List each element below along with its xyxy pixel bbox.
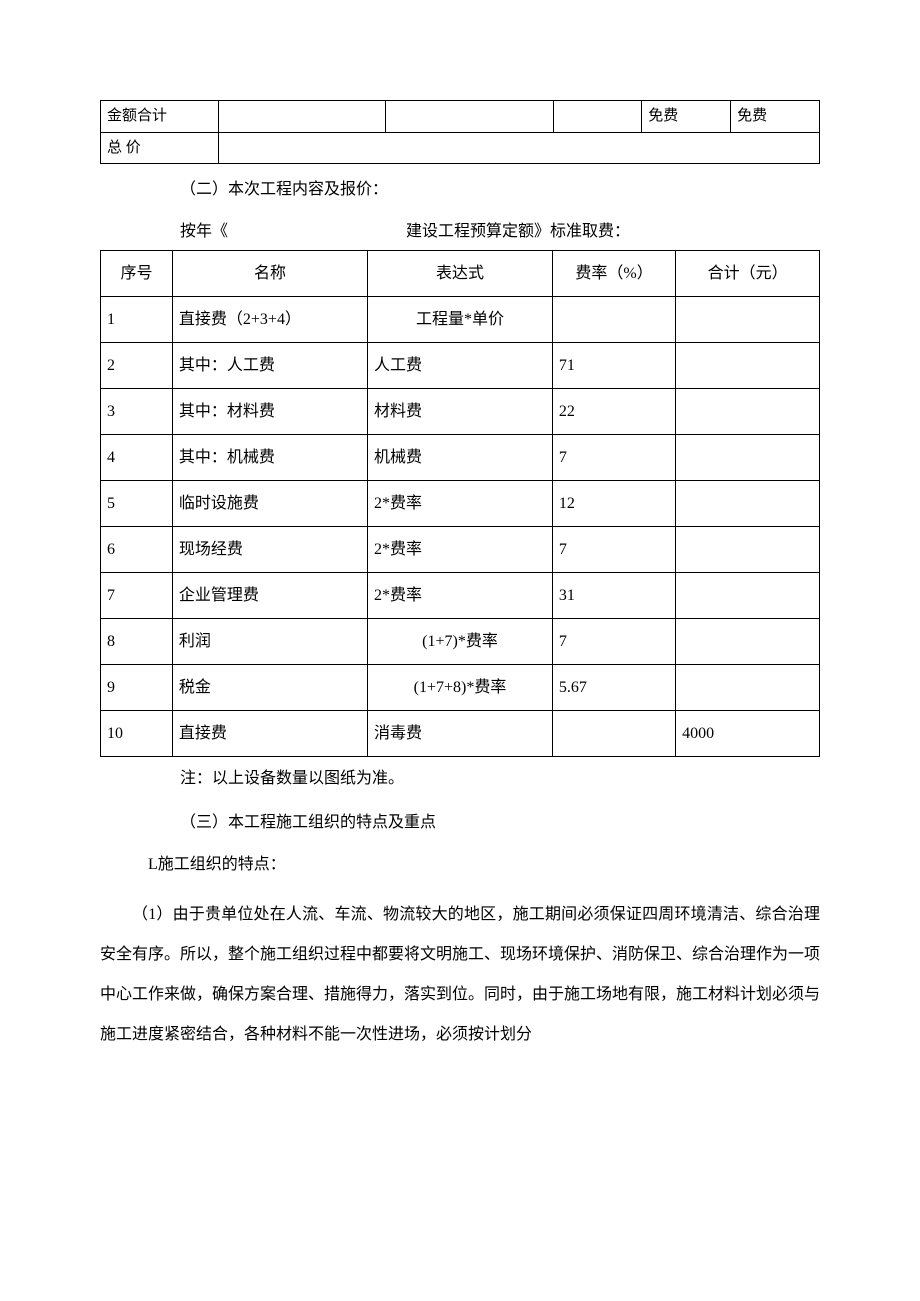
cell-total bbox=[676, 389, 820, 435]
cell-free: 免费 bbox=[731, 101, 820, 133]
table-row: 4其中：机械费机械费7 bbox=[101, 435, 820, 481]
table-row: 9税金(1+7+8)*费率5.67 bbox=[101, 665, 820, 711]
cell-total bbox=[676, 343, 820, 389]
table-row: 10直接费消毒费 4000 bbox=[101, 711, 820, 757]
cell-rate: 5.67 bbox=[552, 665, 675, 711]
table-row: 2其中：人工费人工费71 bbox=[101, 343, 820, 389]
cell-no: 8 bbox=[101, 619, 173, 665]
cell-rate: 7 bbox=[552, 527, 675, 573]
cell-expr: (1+7+8)*费率 bbox=[368, 665, 553, 711]
cell-total bbox=[676, 297, 820, 343]
cell-name: 直接费（2+3+4） bbox=[172, 297, 367, 343]
cell-total bbox=[676, 527, 820, 573]
cell-no: 10 bbox=[101, 711, 173, 757]
cell-no: 7 bbox=[101, 573, 173, 619]
table-row: 金额合计 免费 免费 bbox=[101, 101, 820, 133]
th-rate: 费率（%） bbox=[552, 251, 675, 297]
cell-expr: 消毒费 bbox=[368, 711, 553, 757]
cell-expr: 2*费率 bbox=[368, 573, 553, 619]
section-heading-3: （三）本工程施工组织的特点及重点 bbox=[100, 811, 820, 835]
cell bbox=[219, 101, 386, 133]
cell-name: 其中：材料费 bbox=[172, 389, 367, 435]
table-row: 5临时设施费2*费率12 bbox=[101, 481, 820, 527]
cell-label: 金额合计 bbox=[101, 101, 219, 133]
cell-name: 税金 bbox=[172, 665, 367, 711]
cell-total bbox=[676, 573, 820, 619]
caption-suffix: 建设工程预算定额》标准取费： bbox=[406, 223, 630, 240]
table-row: 7企业管理费2*费率31 bbox=[101, 573, 820, 619]
cell-expr: 人工费 bbox=[368, 343, 553, 389]
cell-no: 4 bbox=[101, 435, 173, 481]
cell-name: 直接费 bbox=[172, 711, 367, 757]
caption-prefix: 按年《 bbox=[180, 223, 228, 240]
cell-name: 临时设施费 bbox=[172, 481, 367, 527]
table-row: 3其中：材料费材料费22 bbox=[101, 389, 820, 435]
table-header-row: 序号 名称 表达式 费率（%） 合计（元） bbox=[101, 251, 820, 297]
th-total: 合计（元） bbox=[676, 251, 820, 297]
cell-rate: 31 bbox=[552, 573, 675, 619]
cell-total bbox=[676, 481, 820, 527]
cell-rate bbox=[552, 711, 675, 757]
cell-total bbox=[676, 619, 820, 665]
cell-rate: 71 bbox=[552, 343, 675, 389]
cell-expr: 工程量*单价 bbox=[368, 297, 553, 343]
section-heading-2: （二）本次工程内容及报价： bbox=[100, 178, 820, 202]
cell-rate bbox=[552, 297, 675, 343]
cell-name: 现场经费 bbox=[172, 527, 367, 573]
summary-table: 金额合计 免费 免费 总 价 bbox=[100, 100, 820, 164]
table-row: 1直接费（2+3+4）工程量*单价 bbox=[101, 297, 820, 343]
cell-free: 免费 bbox=[642, 101, 731, 133]
cell-total: 4000 bbox=[676, 711, 820, 757]
table2-caption: 按年《 建设工程预算定额》标准取费： bbox=[100, 220, 820, 244]
cell-no: 5 bbox=[101, 481, 173, 527]
table-note: 注：以上设备数量以图纸为准。 bbox=[100, 767, 820, 791]
cell-expr: (1+7)*费率 bbox=[368, 619, 553, 665]
cell-rate: 7 bbox=[552, 619, 675, 665]
cell-expr: 材料费 bbox=[368, 389, 553, 435]
cell bbox=[553, 101, 642, 133]
cell-total-value bbox=[219, 132, 820, 164]
th-name: 名称 bbox=[172, 251, 367, 297]
table-row: 8利润(1+7)*费率7 bbox=[101, 619, 820, 665]
cell-no: 3 bbox=[101, 389, 173, 435]
cell-expr: 2*费率 bbox=[368, 481, 553, 527]
cell-total bbox=[676, 665, 820, 711]
th-no: 序号 bbox=[101, 251, 173, 297]
cell-name: 其中：人工费 bbox=[172, 343, 367, 389]
subheading-features: L施工组织的特点： bbox=[100, 853, 820, 877]
budget-table: 序号 名称 表达式 费率（%） 合计（元） 1直接费（2+3+4）工程量*单价2… bbox=[100, 250, 820, 757]
table-row: 总 价 bbox=[101, 132, 820, 164]
cell-name: 企业管理费 bbox=[172, 573, 367, 619]
cell-label: 总 价 bbox=[101, 132, 219, 164]
cell-name: 其中：机械费 bbox=[172, 435, 367, 481]
cell-expr: 机械费 bbox=[368, 435, 553, 481]
table-row: 6现场经费2*费率7 bbox=[101, 527, 820, 573]
cell-no: 9 bbox=[101, 665, 173, 711]
cell-total bbox=[676, 435, 820, 481]
cell-rate: 22 bbox=[552, 389, 675, 435]
cell-no: 6 bbox=[101, 527, 173, 573]
cell-name: 利润 bbox=[172, 619, 367, 665]
cell bbox=[386, 101, 553, 133]
cell-no: 1 bbox=[101, 297, 173, 343]
cell-expr: 2*费率 bbox=[368, 527, 553, 573]
paragraph-1: （1）由于贵单位处在人流、车流、物流较大的地区，施工期间必须保证四周环境清洁、综… bbox=[100, 895, 820, 1055]
cell-no: 2 bbox=[101, 343, 173, 389]
cell-rate: 7 bbox=[552, 435, 675, 481]
th-expr: 表达式 bbox=[368, 251, 553, 297]
cell-rate: 12 bbox=[552, 481, 675, 527]
